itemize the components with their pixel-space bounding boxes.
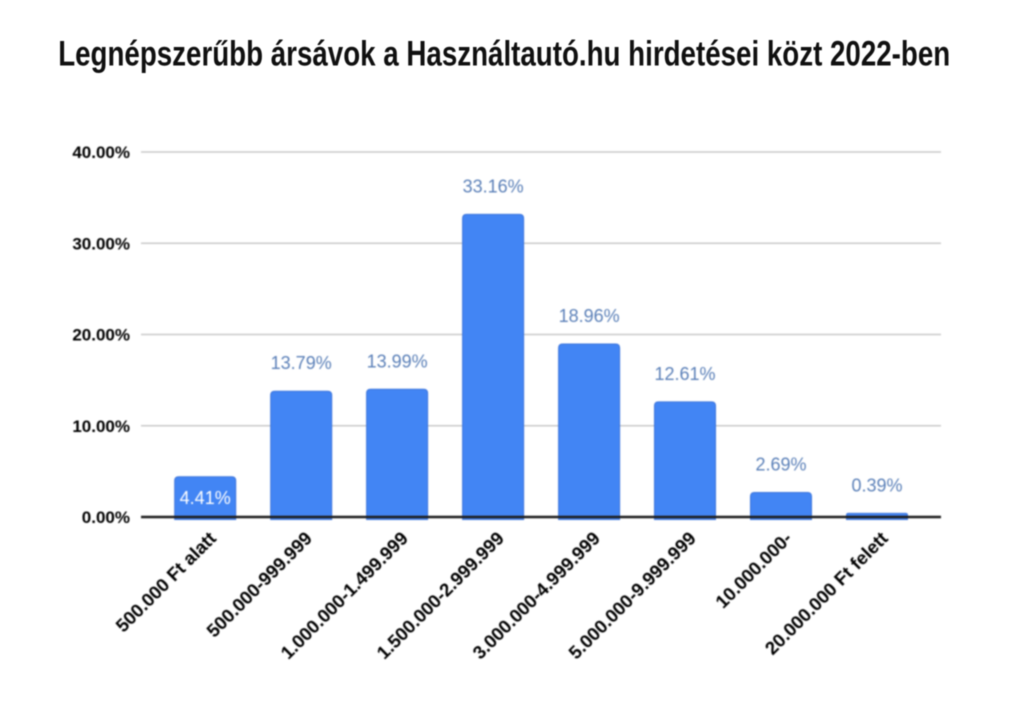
svg-text:13.79%: 13.79% <box>271 353 332 373</box>
svg-text:18.96%: 18.96% <box>559 306 620 326</box>
svg-text:0.39%: 0.39% <box>851 475 902 495</box>
svg-text:30.00%: 30.00% <box>72 234 130 253</box>
svg-text:33.16%: 33.16% <box>463 176 524 196</box>
svg-text:0.00%: 0.00% <box>82 508 130 527</box>
svg-text:12.61%: 12.61% <box>654 364 715 384</box>
svg-text:2.69%: 2.69% <box>755 455 806 475</box>
svg-text:4.41%: 4.41% <box>180 488 231 508</box>
svg-text:20.00%: 20.00% <box>72 326 130 345</box>
svg-text:13.99%: 13.99% <box>367 351 428 371</box>
svg-text:10.00%: 10.00% <box>72 417 130 436</box>
svg-text:40.00%: 40.00% <box>72 143 130 162</box>
svg-text:Legnépszerűbb ársávok a Haszná: Legnépszerűbb ársávok a Használtautó.hu … <box>58 35 950 74</box>
